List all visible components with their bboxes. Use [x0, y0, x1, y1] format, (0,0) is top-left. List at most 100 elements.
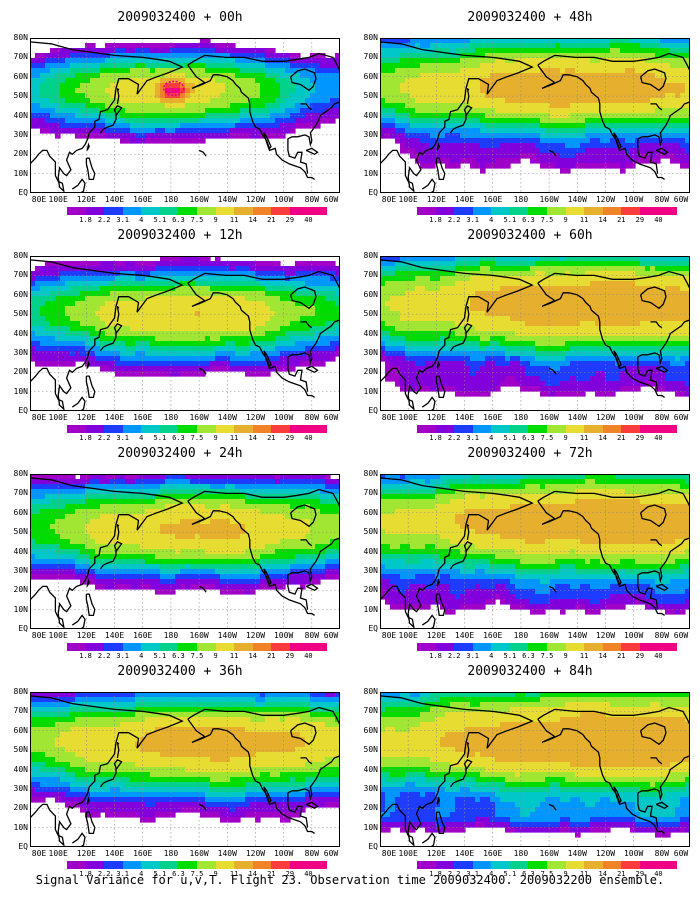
latitude-label: EQ	[18, 188, 28, 197]
colorbar-label: 14	[598, 652, 607, 660]
variance-shading	[30, 692, 340, 823]
longitude-label: 120W	[245, 195, 266, 204]
colorbar-label: 4	[139, 870, 144, 878]
latitude-label: 50N	[13, 745, 28, 755]
colorbar-label: 14	[598, 216, 607, 224]
longitude-label: 100E	[48, 413, 68, 422]
longitude-label: 180	[163, 413, 179, 422]
longitude-label: 100W	[273, 195, 294, 204]
longitude-label: 60W	[323, 631, 339, 640]
longitude-label: 100E	[48, 195, 68, 204]
latitude-label: 70N	[13, 52, 28, 62]
colorbar-swatch	[159, 861, 179, 869]
colorbar-labels: 1.8 2.2 3.1 4 5.1 6.3 7.5 9 11 14 21 29 40	[67, 434, 327, 442]
longitude-label: 140E	[104, 631, 125, 640]
colorbar-swatch	[252, 861, 272, 869]
latitude-label: EQ	[368, 406, 378, 415]
latitude-label: 10N	[363, 604, 378, 614]
colorbar-label: 3.1	[116, 870, 130, 878]
colorbar-labels: 1.8 2.2 3.1 4 5.1 6.3 7.5 9 11 14 21 29 40	[67, 870, 327, 878]
colorbar-label: 40	[654, 870, 663, 878]
latitude-label: 60N	[13, 71, 28, 81]
colorbar-swatch	[491, 207, 510, 215]
colorbar-label: 40	[654, 434, 663, 442]
longitude-label: 140W	[567, 849, 587, 858]
longitude-axis: 80E 100E 120E 140E 160E 180 160W 140W 120W 100W 80…	[380, 413, 690, 423]
colorbar-swatch	[178, 207, 198, 215]
colorbar-label: 40	[654, 652, 663, 660]
latitude-axis: 80N 70N 60N 50N 40N 30N 20N 10N EQ	[10, 34, 28, 197]
latitude-label: 20N	[363, 367, 378, 377]
longitude-label: 180	[513, 413, 529, 422]
longitude-label: 80E	[381, 631, 397, 640]
longitude-label: 180	[513, 631, 529, 640]
colorbar-label: 21	[617, 216, 626, 224]
map-panel: 2009032400 + 84h 80N 70N 60N 50N 40N 30N 20N 10N…	[360, 662, 700, 880]
longitude-label: 160W	[189, 195, 209, 204]
colorbar-swatch	[67, 207, 86, 215]
colorbar-swatch	[509, 207, 529, 215]
colorbar-label: 9	[563, 870, 568, 878]
longitude-label: 80W	[654, 631, 670, 640]
colorbar-label: 29	[285, 870, 295, 878]
latitude-label: 20N	[13, 367, 28, 377]
longitude-axis: 80E 100E 120E 140E 160E 180 160W 140W 120W 100W 80…	[30, 413, 340, 423]
latitude-label: 50N	[13, 91, 28, 101]
latitude-label: 30N	[363, 347, 378, 357]
colorbar-label: 7.5	[190, 216, 204, 224]
longitude-label: 160E	[133, 413, 153, 422]
latitude-label: 10N	[363, 168, 378, 178]
longitude-axis: 80E 100E 120E 140E 160E 180 160W 140W 120W 100W 80…	[380, 849, 690, 859]
longitude-label: 80W	[304, 413, 320, 422]
colorbar-swatch	[417, 861, 436, 869]
latitude-label: 10N	[13, 386, 28, 396]
longitude-label: 120W	[595, 195, 616, 204]
colorbar-label: 29	[285, 434, 295, 442]
colorbar-swatch	[289, 425, 309, 433]
longitude-label: 80W	[304, 849, 320, 858]
latitude-label: 20N	[363, 585, 378, 595]
colorbar-swatch	[252, 207, 272, 215]
colorbar-label: 1.8	[79, 434, 92, 442]
latitude-label: 70N	[13, 706, 28, 716]
colorbar-label: 6.3	[172, 652, 185, 660]
colorbar-swatch	[658, 425, 678, 433]
panel-title: 2009032400 + 36h	[117, 664, 243, 679]
colorbar-swatch	[454, 207, 473, 215]
latitude-label: 40N	[363, 110, 378, 120]
colorbar-swatch	[547, 207, 566, 215]
colorbar-label: 11	[229, 870, 239, 878]
map-area	[30, 474, 340, 629]
longitude-label: 140E	[104, 849, 125, 858]
map-frame	[380, 38, 690, 193]
longitude-label: 100W	[623, 413, 644, 422]
coastlines	[380, 41, 690, 193]
longitude-label: 80W	[304, 195, 320, 204]
longitude-label: 140E	[454, 413, 475, 422]
longitude-label: 160E	[483, 849, 503, 858]
longitude-label: 120W	[595, 631, 616, 640]
panel-title: 2009032400 + 60h	[467, 228, 593, 243]
longitude-label: 140W	[567, 413, 587, 422]
longitude-label: 180	[163, 849, 179, 858]
map-area	[380, 256, 690, 411]
colorbar-label: 1.8	[79, 870, 92, 878]
colorbar-swatch	[584, 207, 603, 215]
longitude-label: 100E	[398, 195, 418, 204]
map-frame	[30, 474, 340, 629]
colorbar-swatch	[509, 425, 529, 433]
colorbar-label: 9	[213, 216, 218, 224]
colorbar-label: 2.2	[447, 652, 461, 660]
longitude-label: 120E	[76, 195, 96, 204]
latitude-label: 60N	[13, 507, 28, 517]
map-panel: 2009032400 + 12h 80N 70N 60N 50N 40N 30N 20N 10N…	[10, 226, 350, 444]
latitude-label: 60N	[13, 725, 28, 735]
longitude-label: 120E	[426, 195, 446, 204]
colorbar-label: 14	[248, 652, 257, 660]
longitude-label: 80W	[304, 631, 320, 640]
latitude-label: 80N	[363, 687, 378, 696]
longitude-axis: 80E 100E 120E 140E 160E 180 160W 140W 120W 100W 80…	[380, 195, 690, 205]
latitude-label: 30N	[13, 129, 28, 139]
longitude-label: 120W	[245, 631, 266, 640]
longitude-label: 160E	[133, 631, 153, 640]
